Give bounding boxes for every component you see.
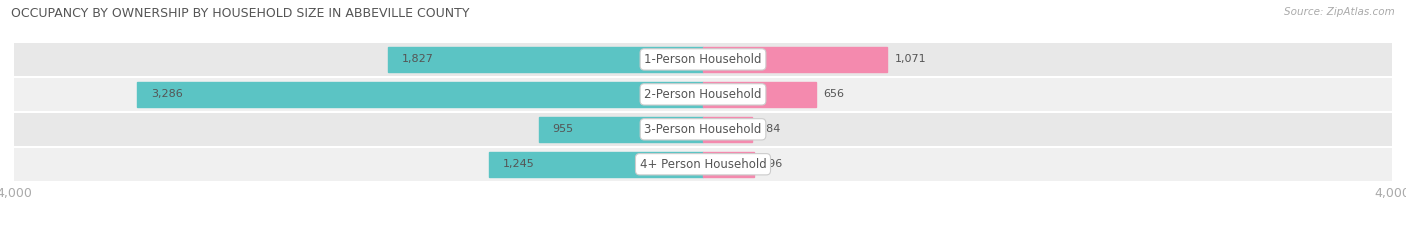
Text: OCCUPANCY BY OWNERSHIP BY HOUSEHOLD SIZE IN ABBEVILLE COUNTY: OCCUPANCY BY OWNERSHIP BY HOUSEHOLD SIZE… — [11, 7, 470, 20]
Bar — [538, 117, 703, 142]
Bar — [703, 47, 887, 72]
Text: Source: ZipAtlas.com: Source: ZipAtlas.com — [1284, 7, 1395, 17]
Bar — [703, 117, 752, 142]
Text: 656: 656 — [823, 89, 844, 99]
Text: 2-Person Household: 2-Person Household — [644, 88, 762, 101]
Text: 1,827: 1,827 — [402, 55, 434, 64]
Text: 296: 296 — [761, 159, 782, 169]
Bar — [136, 82, 703, 107]
Bar — [703, 152, 754, 177]
Bar — [703, 82, 815, 107]
Bar — [14, 77, 1392, 112]
Text: 1,245: 1,245 — [502, 159, 534, 169]
Text: 1,071: 1,071 — [894, 55, 927, 64]
Text: 955: 955 — [553, 124, 574, 134]
Bar — [488, 152, 703, 177]
Bar — [388, 47, 703, 72]
Bar — [14, 147, 1392, 182]
Text: 3-Person Household: 3-Person Household — [644, 123, 762, 136]
Bar — [14, 42, 1392, 77]
Text: 3,286: 3,286 — [150, 89, 183, 99]
Text: 1-Person Household: 1-Person Household — [644, 53, 762, 66]
Text: 4+ Person Household: 4+ Person Household — [640, 158, 766, 171]
Bar — [14, 112, 1392, 147]
Text: 284: 284 — [759, 124, 780, 134]
